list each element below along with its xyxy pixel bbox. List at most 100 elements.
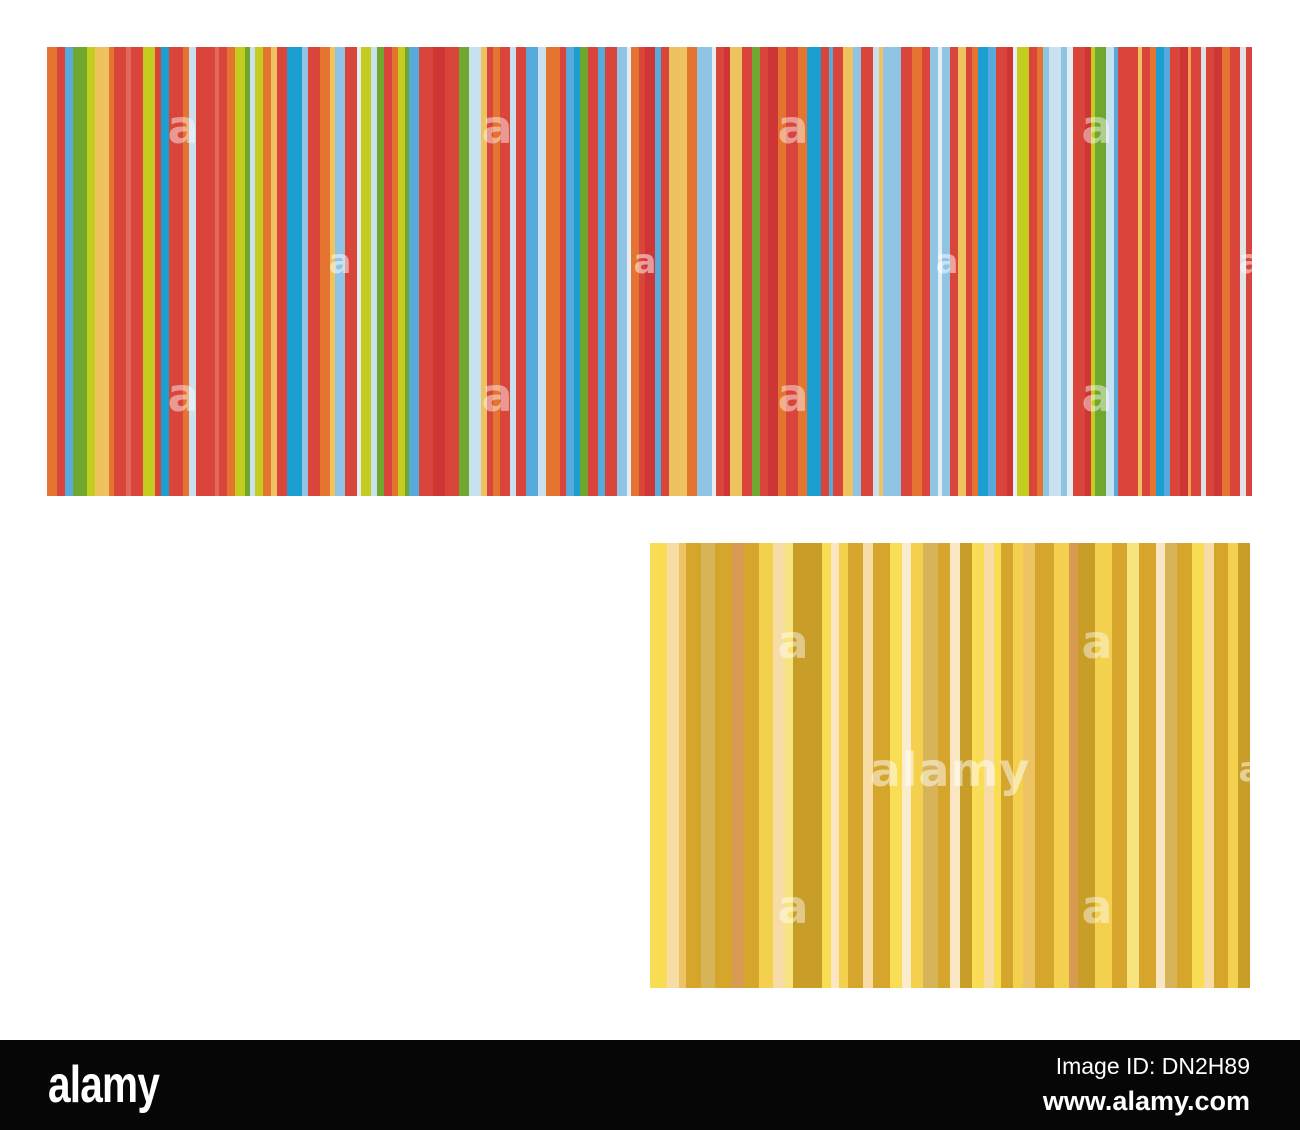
stripe: [481, 47, 488, 496]
stripe: [1000, 543, 1013, 988]
stripe: [937, 543, 950, 988]
stripe: [459, 47, 470, 496]
stripe: [357, 47, 362, 496]
stripe: [993, 543, 1001, 988]
stripe: [966, 47, 973, 496]
stripe: [1126, 543, 1139, 988]
stripe: [604, 47, 617, 496]
stripe: [361, 47, 372, 496]
stripe: [515, 47, 526, 496]
stripe: [929, 47, 938, 496]
stripe: [493, 47, 500, 496]
stripe: [786, 47, 799, 496]
stripe: [588, 47, 599, 496]
stripe: [1036, 47, 1043, 496]
stripe: [509, 47, 516, 496]
stripe: [244, 47, 251, 496]
stripe: [255, 47, 264, 496]
stripe: [978, 47, 989, 496]
stripe: [1028, 47, 1037, 496]
stripe: [57, 47, 66, 496]
stripe: [1221, 47, 1230, 496]
stripe: [329, 47, 335, 496]
stripe: [911, 543, 924, 988]
stripe: [1213, 47, 1222, 496]
stripe: [723, 47, 730, 496]
stripe: [1180, 47, 1189, 496]
stripe: [744, 543, 759, 988]
stripe: [848, 543, 863, 988]
stripe: [638, 47, 645, 496]
footer-bar: alamy Image ID: DN2H89 www.alamy.com: [0, 1040, 1300, 1130]
stripe: [971, 543, 984, 988]
stripe: [941, 47, 950, 496]
stripe: [1042, 47, 1049, 496]
stripe: [418, 47, 433, 496]
stripe: [1095, 543, 1113, 988]
stripe: [1095, 47, 1106, 496]
stripe: [838, 543, 849, 988]
stripe: [862, 543, 873, 988]
stripe: [1137, 47, 1142, 496]
stripe: [758, 543, 774, 988]
stripe: [1067, 47, 1074, 496]
stripe: [820, 47, 829, 496]
stripe: [1141, 47, 1150, 496]
stripe: [560, 47, 567, 496]
stripe: [169, 47, 184, 496]
stripe: [1191, 47, 1202, 496]
stripe: [1177, 543, 1192, 988]
stripe: [189, 47, 197, 496]
stripe: [398, 47, 405, 496]
stripe: [1164, 47, 1171, 496]
stripe: [1016, 47, 1029, 496]
stripe: [1012, 543, 1023, 988]
stripe: [301, 47, 308, 496]
stripe: [949, 47, 959, 496]
stripe: [650, 543, 667, 988]
stripe: [1170, 47, 1181, 496]
stripe: [911, 47, 922, 496]
stripe: [161, 47, 170, 496]
stripe: [1112, 543, 1127, 988]
stripe: [972, 47, 979, 496]
stripe: [47, 47, 58, 496]
stripe: [959, 543, 972, 988]
stripe: [923, 543, 938, 988]
stripe: [1006, 47, 1013, 496]
stripe: [792, 543, 822, 988]
stripe: [901, 543, 912, 988]
stripe: [598, 47, 605, 496]
stripe: [798, 47, 807, 496]
stripe: [404, 47, 409, 496]
stripe: [1048, 47, 1062, 496]
stripe: [832, 47, 843, 496]
stripe: [760, 47, 769, 496]
stripe: [1228, 543, 1238, 988]
stripe: [768, 47, 779, 496]
stripe: [669, 47, 682, 496]
stripe: [444, 47, 460, 496]
stripe: [687, 47, 698, 496]
stripe: [574, 47, 581, 496]
stripe: [271, 47, 278, 496]
stripe: [889, 543, 902, 988]
stripe: [644, 47, 656, 496]
stripe: [883, 47, 890, 496]
stripe: [983, 543, 994, 988]
stripe: [1239, 47, 1246, 496]
footer-meta: Image ID: DN2H89 www.alamy.com: [1043, 1053, 1250, 1117]
stripe: [487, 47, 494, 496]
stripe: [1054, 543, 1069, 988]
striped-artwork-horizontal-band: [47, 47, 1252, 496]
stripe: [250, 47, 256, 496]
stripe: [1237, 543, 1250, 988]
stripe: [95, 47, 109, 496]
stripe: [566, 47, 575, 496]
stripe: [901, 47, 912, 496]
stripe: [872, 543, 890, 988]
stripe: [732, 543, 745, 988]
stripe: [700, 543, 716, 988]
stripe: [852, 47, 862, 496]
stripe: [377, 47, 385, 496]
